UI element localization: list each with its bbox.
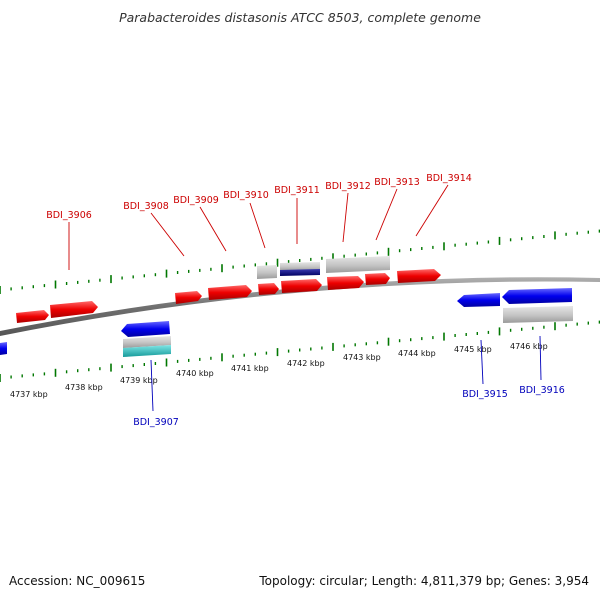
reverse-strand-genes xyxy=(0,288,572,355)
feature-gray-1[interactable] xyxy=(257,265,277,279)
gene-label-BDI_3908[interactable]: BDI_3908 xyxy=(123,201,169,212)
gene-label-BDI_3911[interactable]: BDI_3911 xyxy=(274,185,320,196)
kbp-label-4745: 4745 kbp xyxy=(454,345,492,354)
leader-BDI_3914 xyxy=(415,184,449,237)
kbp-label-4739: 4739 kbp xyxy=(120,376,158,385)
leader-BDI_3908 xyxy=(150,212,185,257)
leader-BDI_3912 xyxy=(342,192,349,243)
gene-label-BDI_3913[interactable]: BDI_3913 xyxy=(374,177,420,188)
feature-navy[interactable] xyxy=(280,269,320,276)
kbp-label-4746: 4746 kbp xyxy=(510,342,548,351)
genome-title: Parabacteroides distasonis ATCC 8503, co… xyxy=(119,10,481,25)
feature-gray-3[interactable] xyxy=(326,256,390,273)
feature-gray-5[interactable] xyxy=(503,306,573,323)
kbp-label-4744: 4744 kbp xyxy=(398,349,436,358)
feature-gray-2[interactable] xyxy=(280,262,320,271)
gene-BDI_3904[interactable] xyxy=(0,342,7,355)
other-features-top xyxy=(257,256,390,279)
leader-BDI_3916 xyxy=(539,335,542,381)
gene-BDI_3914[interactable] xyxy=(397,269,441,283)
gene-label-BDI_3916[interactable]: BDI_3916 xyxy=(519,385,565,396)
leader-BDI_3909 xyxy=(199,206,227,252)
gene-BDI_3913[interactable] xyxy=(365,273,390,285)
kbp-label-4742: 4742 kbp xyxy=(287,359,325,368)
gene-BDI_3911[interactable] xyxy=(281,279,322,293)
topology-text: Topology: circular; Length: 4,811,379 bp… xyxy=(259,574,589,588)
accession-text: Accession: NC_009615 xyxy=(9,574,146,588)
gene-BDI_3909[interactable] xyxy=(208,285,252,300)
forward-strand-genes xyxy=(16,269,441,323)
kbp-label-4741: 4741 kbp xyxy=(231,364,269,373)
gene-BDI_3906[interactable] xyxy=(50,301,98,318)
kbp-label-4737: 4737 kbp xyxy=(10,390,48,399)
feature-gray-4[interactable] xyxy=(123,336,171,348)
gene-BDI_3915[interactable] xyxy=(457,293,500,307)
top-tick-ring xyxy=(0,229,600,294)
gene-label-BDI_3914[interactable]: BDI_3914 xyxy=(426,173,472,184)
gene-label-BDI_3912[interactable]: BDI_3912 xyxy=(325,181,371,192)
gene-label-BDI_3906[interactable]: BDI_3906 xyxy=(46,210,92,221)
gene-BDI_3910[interactable] xyxy=(258,283,279,295)
leader-BDI_3915 xyxy=(480,339,484,385)
leader-BDI_3910 xyxy=(249,202,266,249)
gene-label-BDI_3909[interactable]: BDI_3909 xyxy=(173,195,219,206)
gene-label-BDI_3915[interactable]: BDI_3915 xyxy=(462,389,508,400)
other-features-bottom xyxy=(123,306,573,357)
gene-BDI_3916[interactable] xyxy=(502,288,572,304)
bottom-tick-ring xyxy=(0,320,600,382)
feature-cyan[interactable] xyxy=(123,345,171,357)
bottom-label-leaders xyxy=(150,335,542,412)
leader-BDI_3913 xyxy=(375,188,398,241)
gene-BDI_3908[interactable] xyxy=(175,291,202,304)
top-label-leaders xyxy=(68,184,449,270)
kbp-label-4743: 4743 kbp xyxy=(343,353,381,362)
gene-label-BDI_3910[interactable]: BDI_3910 xyxy=(223,190,269,201)
leader-BDI_3907 xyxy=(150,359,154,412)
gene-label-BDI_3907[interactable]: BDI_3907 xyxy=(133,417,179,428)
gene-BDI_3907[interactable] xyxy=(121,321,170,337)
kbp-label-4740: 4740 kbp xyxy=(176,369,214,378)
gene-BDI_3905[interactable] xyxy=(16,310,49,323)
gene-BDI_3912[interactable] xyxy=(327,276,364,290)
kbp-label-4738: 4738 kbp xyxy=(65,383,103,392)
